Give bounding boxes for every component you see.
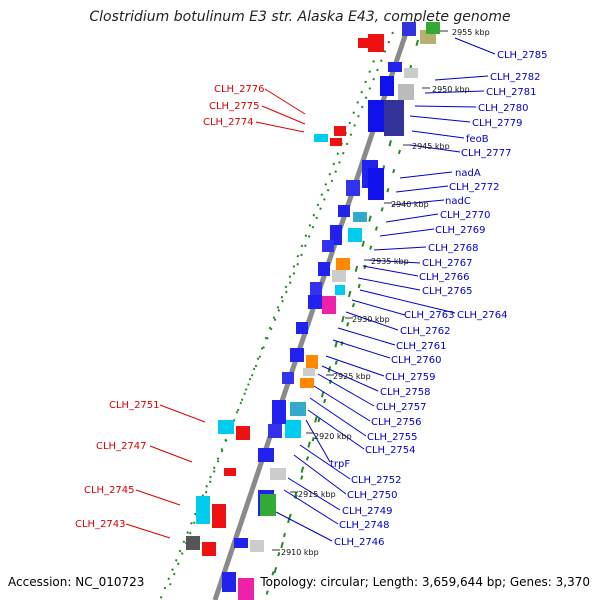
- tick-label: 2920 kbp: [314, 432, 352, 441]
- gene-label: CLH_2755: [367, 432, 418, 443]
- gene-label: CLH_2756: [371, 417, 422, 428]
- tick-marks: [272, 30, 448, 551]
- tick-label: 2935 kbp: [371, 257, 409, 266]
- gene-label: CLH_2743: [75, 519, 126, 530]
- gene-label: CLH_2766: [419, 272, 470, 283]
- gene-label: CLH_2775: [209, 101, 260, 112]
- tick-label: 2950 kbp: [432, 85, 470, 94]
- gene-label: CLH_2752: [351, 475, 402, 486]
- reverse-genes: [186, 34, 384, 556]
- gene-label: CLH_2780: [478, 103, 529, 114]
- gene-label: CLH_2770: [440, 210, 491, 221]
- gene-label: CLH_2749: [342, 506, 393, 517]
- gene-label: CLH_2768: [428, 243, 479, 254]
- gene-label: CLH_2772: [449, 182, 500, 193]
- callout-lines-right: [275, 37, 496, 542]
- gene-label: CLH_2759: [385, 372, 436, 383]
- tick-labels: 2955 kbp 2950 kbp 2945 kbp 2940 kbp 2935…: [281, 28, 490, 557]
- genome-summary-text: Topology: circular; Length: 3,659,644 bp…: [260, 575, 590, 589]
- gene-label: CLH_2764: [457, 310, 508, 321]
- tick-label: 2910 kbp: [281, 548, 319, 557]
- gene-label: CLH_2781: [486, 87, 537, 98]
- tick-label: 2955 kbp: [452, 28, 490, 37]
- gene-label: nadC: [445, 196, 471, 207]
- gene-label: trpF: [330, 459, 350, 470]
- gene-label: feoB: [466, 134, 489, 145]
- tick-label: 2945 kbp: [412, 142, 450, 151]
- left-gene-labels: CLH_2776 CLH_2775 CLH_2774 CLH_2751 CLH_…: [75, 84, 265, 530]
- gene-label: CLH_2765: [422, 286, 473, 297]
- gene-label: CLH_2761: [396, 341, 447, 352]
- gene-label: CLH_2745: [84, 485, 135, 496]
- gene-label: CLH_2782: [490, 72, 541, 83]
- forward-genes: [222, 22, 440, 600]
- gene-label: CLH_2769: [435, 225, 486, 236]
- gene-label: CLH_2748: [339, 520, 390, 531]
- gene-label: CLH_2779: [472, 118, 523, 129]
- tick-label: 2940 kbp: [391, 200, 429, 209]
- gene-label: CLH_2785: [497, 50, 548, 61]
- gene-label: CLH_2777: [461, 148, 512, 159]
- gene-label: CLH_2754: [365, 445, 416, 456]
- gene-label: CLH_2746: [334, 537, 385, 548]
- map-title: Clostridium botulinum E3 str. Alaska E43…: [89, 9, 511, 25]
- tick-label: 2915 kbp: [298, 490, 336, 499]
- callout-lines-left: [125, 88, 306, 539]
- gene-label: CLH_2762: [400, 326, 451, 337]
- gene-label: CLH_2750: [347, 490, 398, 501]
- tick-label: 2925 kbp: [333, 372, 371, 381]
- gene-label: CLH_2767: [422, 258, 473, 269]
- gene-label: nadA: [455, 168, 481, 179]
- gene-label: CLH_2776: [214, 84, 265, 95]
- gene-label: CLH_2763: [404, 310, 455, 321]
- gene-label: CLH_2747: [96, 441, 147, 452]
- tick-label: 2930 kbp: [352, 315, 390, 324]
- accession-text: Accession: NC_010723: [8, 575, 145, 589]
- gene-label: CLH_2760: [391, 355, 442, 366]
- gene-label: CLH_2758: [380, 387, 431, 398]
- gene-label: CLH_2757: [376, 402, 427, 413]
- gene-label: CLH_2774: [203, 117, 254, 128]
- right-gene-labels: CLH_2785 CLH_2782 CLH_2781 CLH_2780 CLH_…: [330, 50, 548, 548]
- gene-label: CLH_2751: [109, 400, 160, 411]
